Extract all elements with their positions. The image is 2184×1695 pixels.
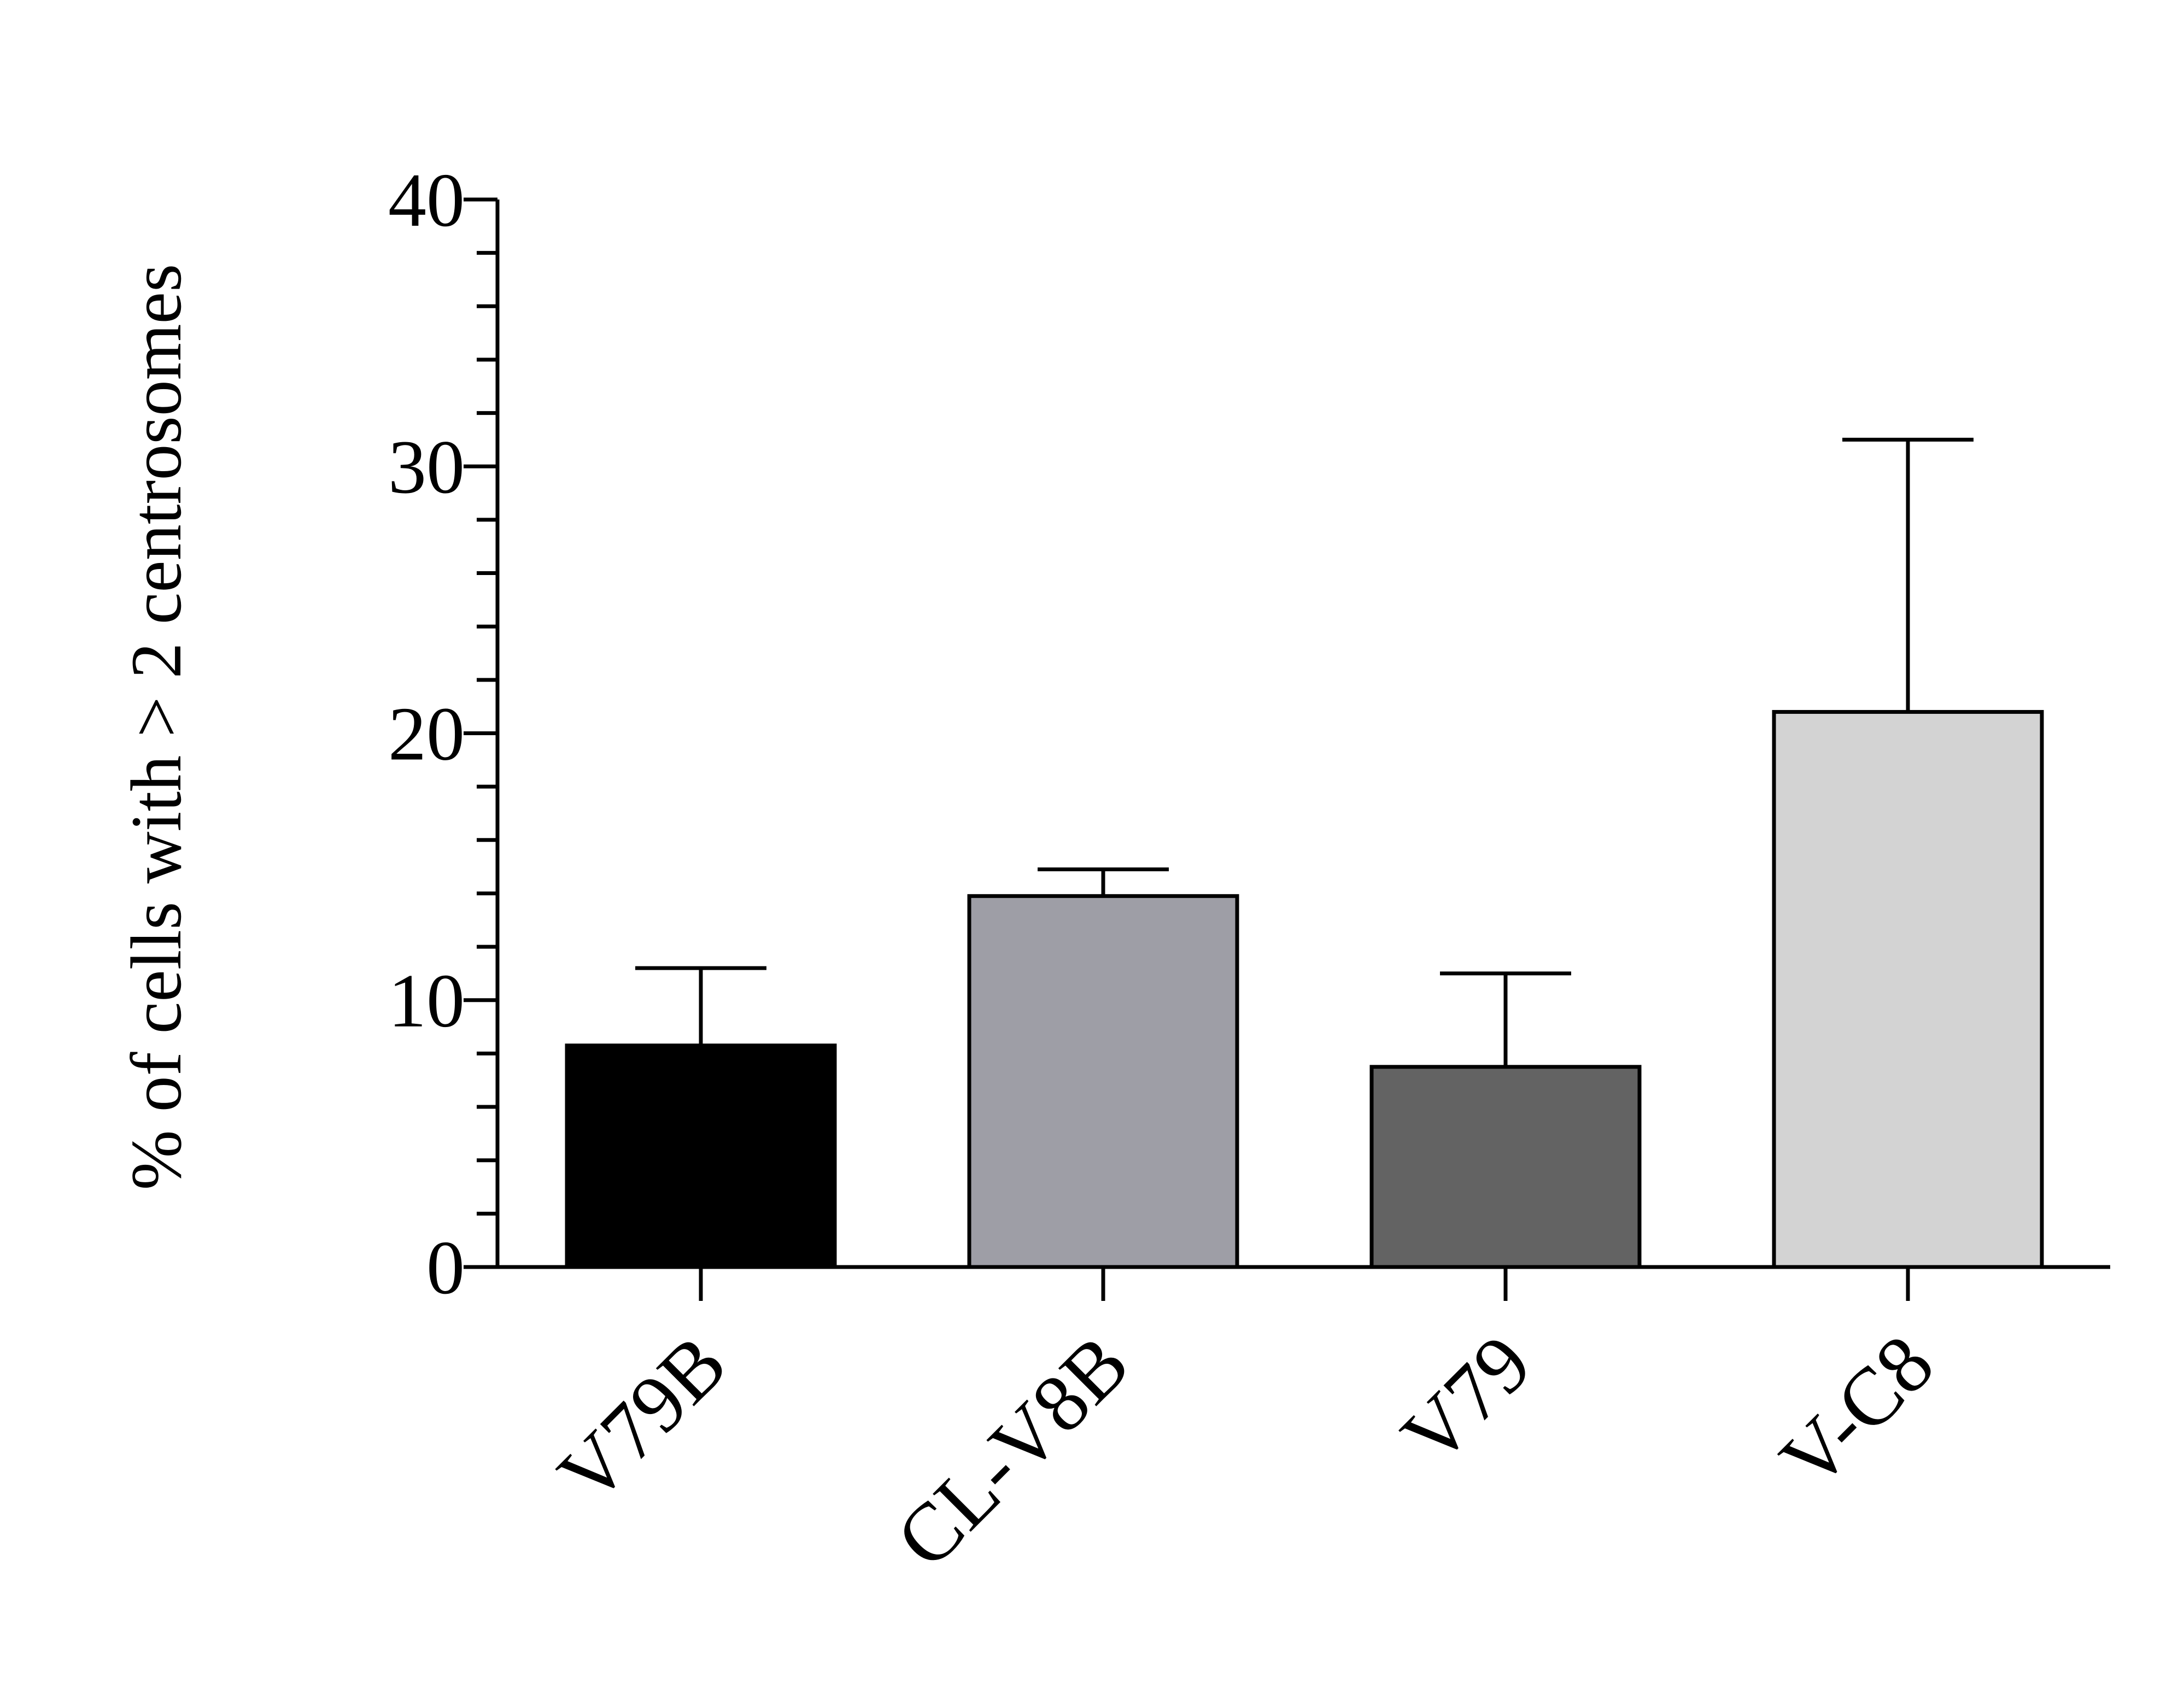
y-tick-label: 10 [388, 959, 465, 1043]
x-category-label: V79 [1384, 1318, 1548, 1482]
bar [967, 894, 1239, 1269]
y-tick-label: 30 [388, 425, 465, 509]
x-axis [464, 1265, 2110, 1301]
x-category-label: V-C8 [1763, 1318, 1951, 1505]
y-axis-title: % of cells with > 2 centrosomes [116, 264, 196, 1190]
bar [1772, 709, 2044, 1269]
x-category-label: V79B [541, 1318, 744, 1521]
y-axis: 0 10 20 30 40 [388, 158, 500, 1310]
bar-series [565, 709, 2044, 1269]
x-tick-labels: V79B CL-V8B V79 V-C8 [541, 1318, 1951, 1585]
error-bars [635, 437, 1974, 1067]
bar [1369, 1065, 1642, 1269]
x-category-label: CL-V8B [879, 1318, 1146, 1585]
y-tick-label: 0 [426, 1225, 465, 1310]
bar [565, 1043, 837, 1269]
y-tick-label: 20 [388, 692, 465, 777]
y-tick-label: 40 [388, 158, 465, 243]
